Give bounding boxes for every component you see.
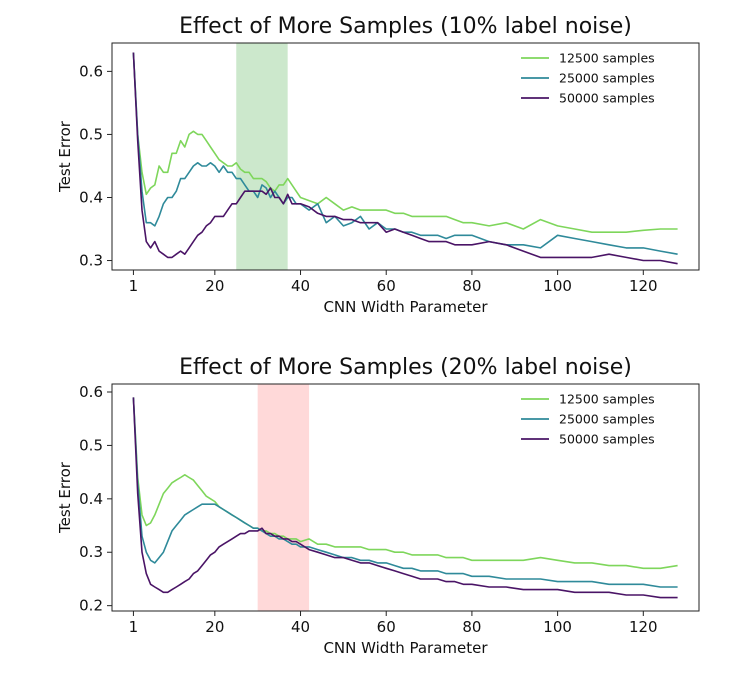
x-tick-label: 20 (205, 618, 224, 636)
y-tick-label: 0.6 (79, 62, 103, 80)
chart-20pct-label-noise: Effect of More Samples (20% label noise)… (56, 355, 700, 657)
y-tick-label: 0.5 (79, 436, 103, 454)
shaded-region (236, 43, 288, 270)
chart-panel-10pct: Effect of More Samples (10% label noise)… (56, 14, 700, 316)
x-tick-label: 100 (543, 618, 572, 636)
legend-label-2: 25000 samples (559, 412, 655, 427)
x-tick-label: 60 (377, 618, 396, 636)
series-line-1 (132, 397, 678, 570)
x-tick-label: 20 (205, 277, 224, 295)
x-tick-label: 120 (629, 277, 658, 295)
x-axis-label: CNN Width Parameter (323, 639, 488, 657)
x-tick-label: 120 (629, 618, 658, 636)
x-tick-label: 80 (462, 618, 481, 636)
x-axis-label: CNN Width Parameter (323, 298, 488, 316)
x-tick-label: 40 (291, 618, 310, 636)
series-line-3 (132, 52, 678, 265)
series-line-2 (132, 397, 678, 588)
x-tick-label: 100 (543, 277, 572, 295)
chart-title: Effect of More Samples (10% label noise) (179, 14, 632, 39)
shaded-region (257, 384, 310, 611)
chart-title: Effect of More Samples (20% label noise) (179, 355, 632, 380)
y-axis-label: Test Error (56, 461, 74, 534)
y-tick-label: 0.4 (79, 490, 103, 508)
plot-frame (111, 383, 700, 612)
series-line-1 (132, 52, 678, 233)
y-tick-label: 0.3 (79, 543, 103, 561)
y-tick-label: 0.6 (79, 383, 103, 401)
y-tick-label: 0.3 (79, 252, 103, 270)
y-tick-label: 0.2 (79, 597, 103, 615)
y-tick-label: 0.5 (79, 125, 103, 143)
x-tick-label: 60 (377, 277, 396, 295)
x-tick-label: 40 (291, 277, 310, 295)
y-axis-label: Test Error (56, 120, 74, 193)
legend-label-3: 50000 samples (559, 91, 655, 106)
series-line-3 (132, 397, 678, 599)
legend-label-2: 25000 samples (559, 71, 655, 86)
chart-panel-20pct: Effect of More Samples (20% label noise)… (0, 338, 744, 676)
legend-label-1: 12500 samples (559, 51, 655, 66)
legend-label-3: 50000 samples (559, 432, 655, 447)
x-tick-label: 80 (462, 277, 481, 295)
x-tick-label: 1 (129, 618, 139, 636)
chart-10pct-label-noise: Effect of More Samples (10% label noise)… (56, 14, 700, 316)
plot-frame (111, 42, 700, 271)
y-tick-label: 0.4 (79, 188, 103, 206)
legend-label-1: 12500 samples (559, 392, 655, 407)
x-tick-label: 1 (129, 277, 139, 295)
